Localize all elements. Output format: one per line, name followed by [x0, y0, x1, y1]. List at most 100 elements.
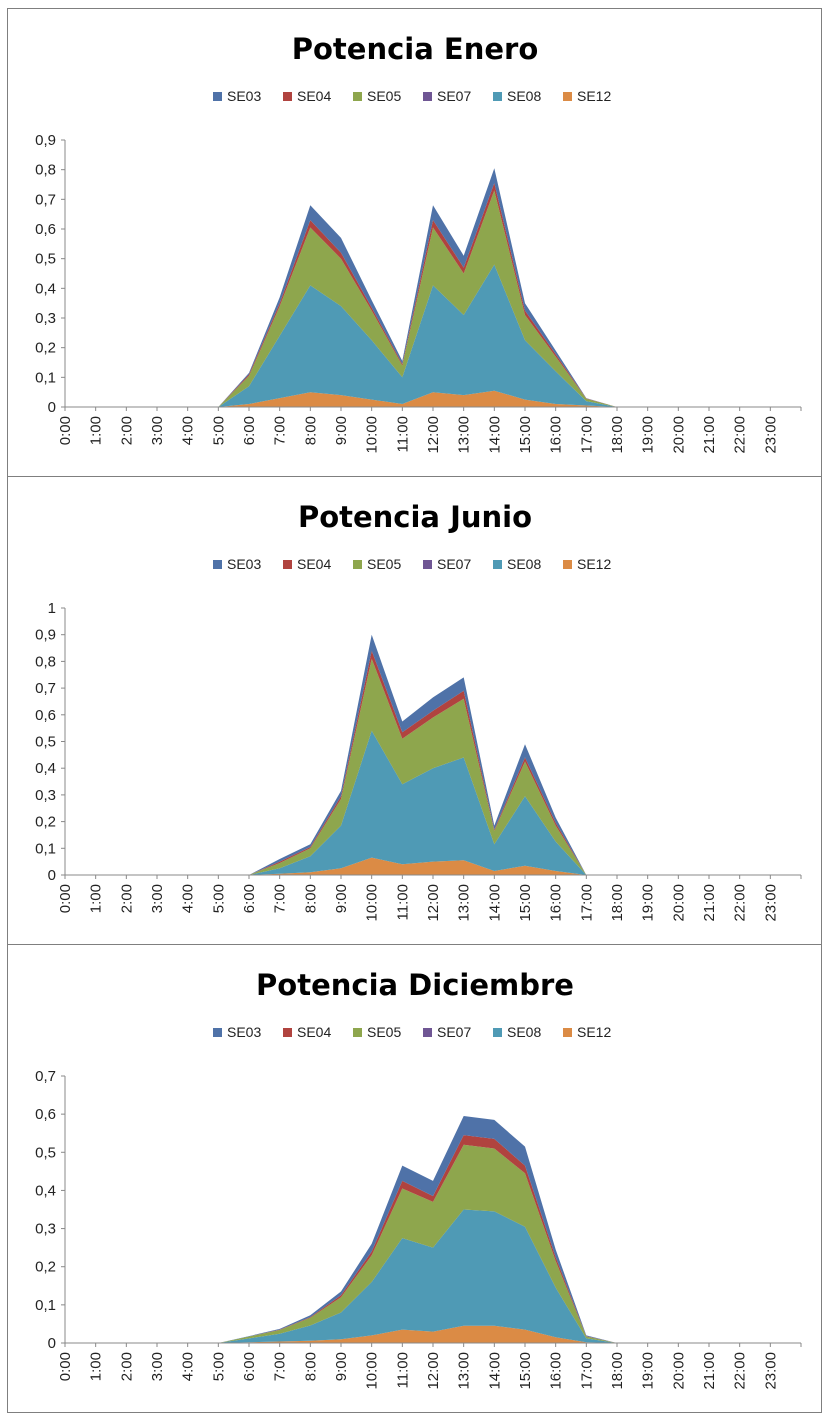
y-tick-label: 0,4	[35, 1182, 56, 1199]
legend-item-se08: SE08	[493, 88, 541, 104]
y-tick-label: 0,3	[35, 1221, 56, 1238]
legend-item-se04: SE04	[283, 88, 331, 104]
legend-item-se03: SE03	[213, 88, 261, 104]
legend-item-se07: SE07	[423, 556, 471, 572]
x-tick-label: 23:00	[762, 1352, 779, 1390]
legend-item-se03: SE03	[213, 1024, 261, 1040]
x-tick-label: 9:00	[333, 416, 350, 445]
x-tick-label: 0:00	[57, 1352, 74, 1381]
y-tick-label: 0,5	[35, 251, 56, 268]
x-tick-label: 2:00	[118, 1352, 135, 1381]
x-tick-label: 15:00	[517, 416, 534, 454]
x-tick-label: 0:00	[57, 884, 74, 913]
x-tick-label: 16:00	[548, 416, 565, 454]
x-tick-label: 0:00	[57, 416, 74, 445]
legend-swatch-se04	[283, 1028, 292, 1037]
legend-label: SE05	[367, 556, 401, 572]
x-tick-label: 21:00	[701, 884, 718, 922]
y-tick-label: 0,1	[35, 840, 56, 857]
x-tick-label: 1:00	[88, 416, 105, 445]
y-tick-label: 0	[48, 399, 56, 416]
area-series-se03	[65, 168, 771, 407]
x-tick-label: 13:00	[456, 1352, 473, 1390]
legend-swatch-se05	[353, 92, 362, 101]
legend-label: SE03	[227, 556, 261, 572]
x-tick-label: 4:00	[180, 884, 197, 913]
legend-swatch-se05	[353, 1028, 362, 1037]
x-tick-label: 7:00	[272, 416, 289, 445]
area-series-se12	[65, 390, 771, 407]
area-series-se12	[65, 857, 771, 875]
area-series-se08	[65, 264, 771, 407]
x-tick-label: 18:00	[609, 416, 626, 454]
legend-swatch-se04	[283, 92, 292, 101]
legend-swatch-se08	[493, 1028, 502, 1037]
legend-swatch-se04	[283, 560, 292, 569]
x-tick-label: 13:00	[456, 884, 473, 922]
y-tick-label: 0,3	[35, 787, 56, 804]
x-tick-label: 2:00	[118, 416, 135, 445]
legend-label: SE03	[227, 88, 261, 104]
x-tick-label: 17:00	[578, 416, 595, 454]
legend-swatch-se07	[423, 92, 432, 101]
legend-item-se04: SE04	[283, 556, 331, 572]
legend-item-se05: SE05	[353, 556, 401, 572]
x-tick-label: 15:00	[517, 1352, 534, 1390]
chart-title: Potencia Junio	[298, 500, 532, 534]
legend-label: SE05	[367, 88, 401, 104]
legend-swatch-se03	[213, 92, 222, 101]
legend-item-se07: SE07	[423, 1024, 471, 1040]
x-tick-label: 18:00	[609, 1352, 626, 1390]
x-tick-label: 12:00	[425, 416, 442, 454]
legend-swatch-se08	[493, 92, 502, 101]
x-tick-label: 17:00	[578, 884, 595, 922]
y-tick-label: 0,1	[35, 1297, 56, 1314]
legend-label: SE07	[437, 556, 471, 572]
legend-swatch-se07	[423, 560, 432, 569]
y-tick-label: 0,4	[35, 760, 56, 777]
y-tick-label: 0,6	[35, 707, 56, 724]
x-tick-label: 6:00	[241, 1352, 258, 1381]
legend-item-se12: SE12	[563, 88, 611, 104]
x-tick-label: 22:00	[732, 884, 749, 922]
legend-item-se08: SE08	[493, 1024, 541, 1040]
x-tick-label: 5:00	[210, 416, 227, 445]
y-tick-label: 0,3	[35, 310, 56, 327]
area-series-se08	[65, 730, 771, 875]
x-tick-label: 6:00	[241, 416, 258, 445]
chart-diciembre: Potencia Diciembre SE03 SE04 SE05 SE07 SE08 SE…	[35, 968, 802, 1390]
legend-label: SE12	[577, 1024, 611, 1040]
x-tick-label: 9:00	[333, 884, 350, 913]
y-tick-label: 0,2	[35, 340, 56, 357]
y-tick-label: 0,5	[35, 1144, 56, 1161]
y-tick-label: 0,7	[35, 680, 56, 697]
y-tick-label: 0,2	[35, 814, 56, 831]
x-tick-label: 18:00	[609, 884, 626, 922]
area-series-se05	[65, 658, 771, 875]
area-series-se12	[65, 1325, 771, 1343]
y-tick-label: 0	[48, 867, 56, 884]
x-tick-label: 9:00	[333, 1352, 350, 1381]
legend-label: SE04	[297, 88, 331, 104]
x-tick-label: 11:00	[394, 1352, 411, 1388]
x-tick-label: 16:00	[548, 884, 565, 922]
x-tick-label: 22:00	[732, 416, 749, 454]
y-tick-label: 0,9	[35, 627, 56, 644]
y-tick-label: 0,8	[35, 162, 56, 179]
chart-panel-diciembre: Potencia Diciembre SE03 SE04 SE05 SE07 SE08 SE…	[7, 944, 822, 1413]
x-tick-label: 8:00	[302, 1352, 319, 1381]
x-tick-label: 20:00	[670, 1352, 687, 1390]
chart-panel-junio: Potencia Junio SE03 SE04 SE05 SE07 SE08 SE12 0 0…	[7, 476, 822, 945]
legend-label: SE08	[507, 556, 541, 572]
x-tick-label: 14:00	[486, 1352, 503, 1390]
area-series-se04	[65, 183, 771, 407]
legend-item-se03: SE03	[213, 556, 261, 572]
legend-label: SE08	[507, 88, 541, 104]
x-tick-label: 1:00	[88, 884, 105, 913]
legend-swatch-se03	[213, 560, 222, 569]
x-tick-label: 20:00	[670, 884, 687, 922]
legend-item-se08: SE08	[493, 556, 541, 572]
legend-item-se05: SE05	[353, 1024, 401, 1040]
